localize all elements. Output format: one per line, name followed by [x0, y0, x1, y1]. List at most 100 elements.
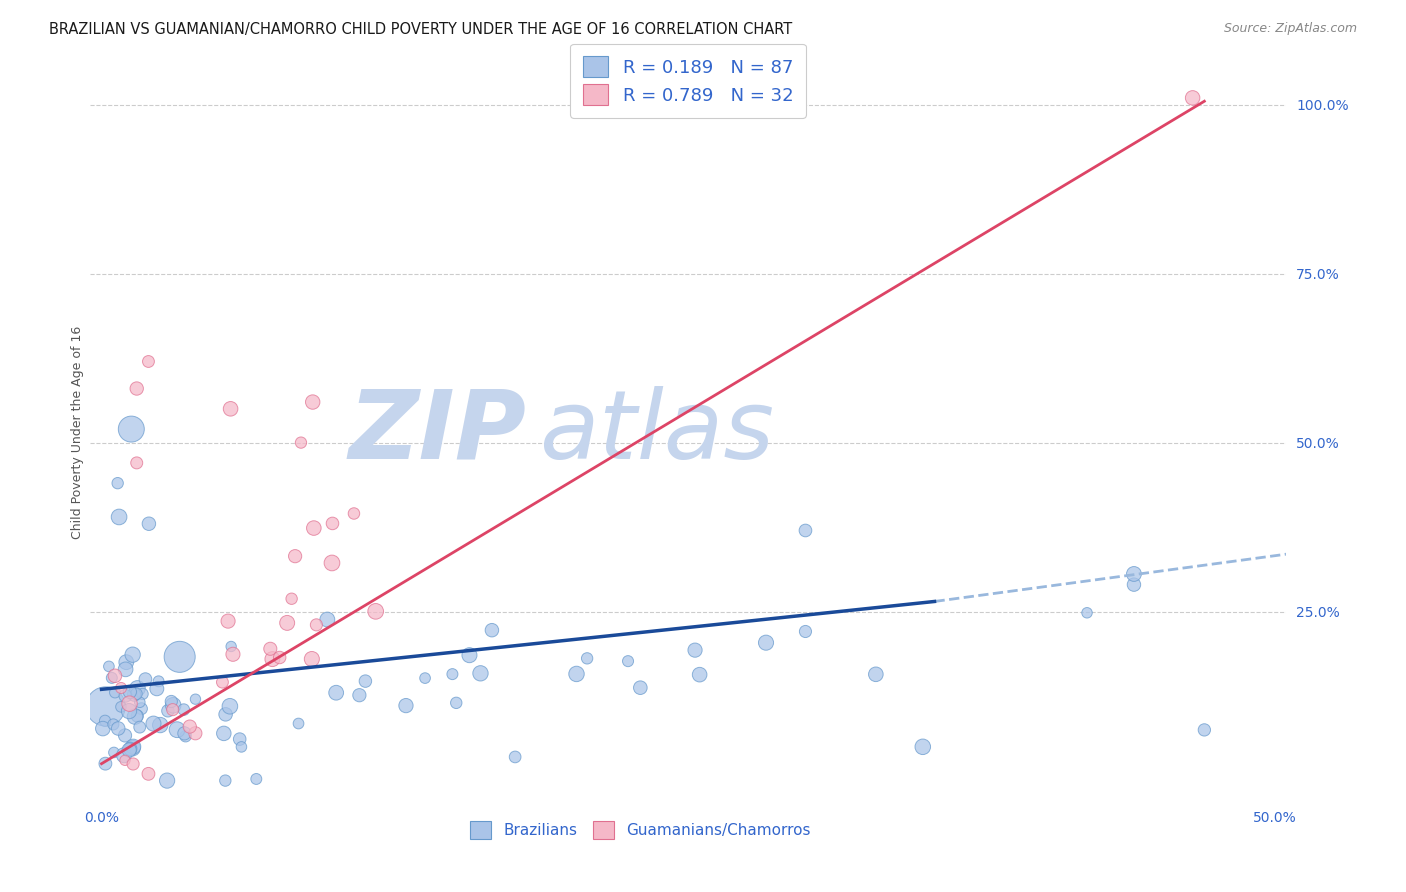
Point — [112, 748, 135, 763]
Point — [231, 739, 253, 754]
Point — [104, 685, 127, 699]
Point — [458, 648, 481, 663]
Point — [214, 773, 236, 788]
Point — [354, 674, 377, 689]
Point — [302, 521, 325, 535]
Point — [118, 697, 141, 711]
Point — [1181, 91, 1204, 105]
Point — [114, 689, 136, 703]
Point — [316, 613, 339, 627]
Point — [1194, 723, 1216, 737]
Point — [565, 667, 588, 681]
Point — [120, 742, 142, 756]
Point — [470, 666, 492, 681]
Point — [108, 510, 131, 524]
Point — [1123, 566, 1146, 581]
Point — [131, 687, 153, 701]
Point — [121, 648, 143, 662]
Point — [128, 695, 150, 709]
Point — [115, 655, 138, 669]
Point — [481, 623, 503, 637]
Point — [222, 648, 245, 662]
Point — [146, 681, 169, 696]
Point — [219, 699, 242, 714]
Point — [228, 732, 250, 747]
Point — [301, 395, 323, 409]
Legend: Brazilians, Guamanians/Chamorros: Brazilians, Guamanians/Chamorros — [464, 815, 817, 845]
Point — [110, 699, 132, 714]
Point — [305, 618, 328, 632]
Point — [118, 685, 141, 699]
Point — [173, 726, 195, 740]
Point — [794, 624, 817, 639]
Point — [245, 772, 267, 786]
Point — [503, 750, 526, 764]
Text: ZIP: ZIP — [349, 386, 527, 479]
Point — [865, 667, 887, 681]
Point — [284, 549, 307, 564]
Point — [343, 507, 366, 521]
Point — [1123, 577, 1146, 591]
Point — [127, 681, 149, 696]
Point — [179, 720, 201, 734]
Point — [911, 739, 934, 754]
Point — [446, 696, 468, 710]
Point — [259, 641, 281, 656]
Point — [683, 643, 706, 657]
Text: atlas: atlas — [538, 386, 773, 479]
Point — [617, 654, 640, 668]
Point — [214, 707, 236, 722]
Point — [131, 702, 153, 716]
Point — [138, 767, 160, 781]
Point — [134, 672, 156, 686]
Point — [94, 699, 117, 714]
Point — [276, 615, 298, 630]
Point — [138, 354, 160, 368]
Point — [127, 709, 149, 723]
Point — [364, 604, 387, 618]
Point — [162, 698, 184, 713]
Point — [142, 716, 165, 731]
Point — [321, 556, 343, 570]
Point — [118, 704, 141, 718]
Point — [212, 726, 235, 740]
Point — [219, 640, 242, 654]
Point — [794, 524, 817, 538]
Point — [94, 756, 117, 771]
Point — [114, 729, 136, 743]
Point — [173, 703, 195, 717]
Point — [94, 714, 117, 728]
Point — [128, 720, 150, 734]
Point — [125, 687, 148, 701]
Point — [349, 688, 371, 702]
Point — [156, 704, 179, 718]
Point — [395, 698, 418, 713]
Text: BRAZILIAN VS GUAMANIAN/CHAMORRO CHILD POVERTY UNDER THE AGE OF 16 CORRELATION CH: BRAZILIAN VS GUAMANIAN/CHAMORRO CHILD PO… — [49, 22, 793, 37]
Point — [160, 694, 183, 708]
Point — [174, 729, 197, 743]
Point — [287, 716, 309, 731]
Point — [104, 669, 127, 683]
Point — [124, 709, 146, 723]
Point — [219, 401, 242, 416]
Point — [121, 741, 143, 756]
Point — [1076, 606, 1098, 620]
Point — [441, 667, 464, 681]
Point — [628, 681, 651, 695]
Point — [169, 649, 191, 664]
Point — [114, 753, 136, 767]
Point — [689, 667, 711, 681]
Text: Source: ZipAtlas.com: Source: ZipAtlas.com — [1223, 22, 1357, 36]
Point — [321, 516, 343, 531]
Point — [103, 746, 125, 760]
Point — [118, 743, 141, 757]
Y-axis label: Child Poverty Under the Age of 16: Child Poverty Under the Age of 16 — [72, 326, 84, 539]
Point — [110, 681, 132, 695]
Point — [269, 650, 291, 665]
Point — [184, 726, 207, 740]
Point — [122, 739, 145, 754]
Point — [107, 476, 129, 491]
Point — [125, 456, 148, 470]
Point — [413, 671, 436, 685]
Point — [262, 652, 284, 666]
